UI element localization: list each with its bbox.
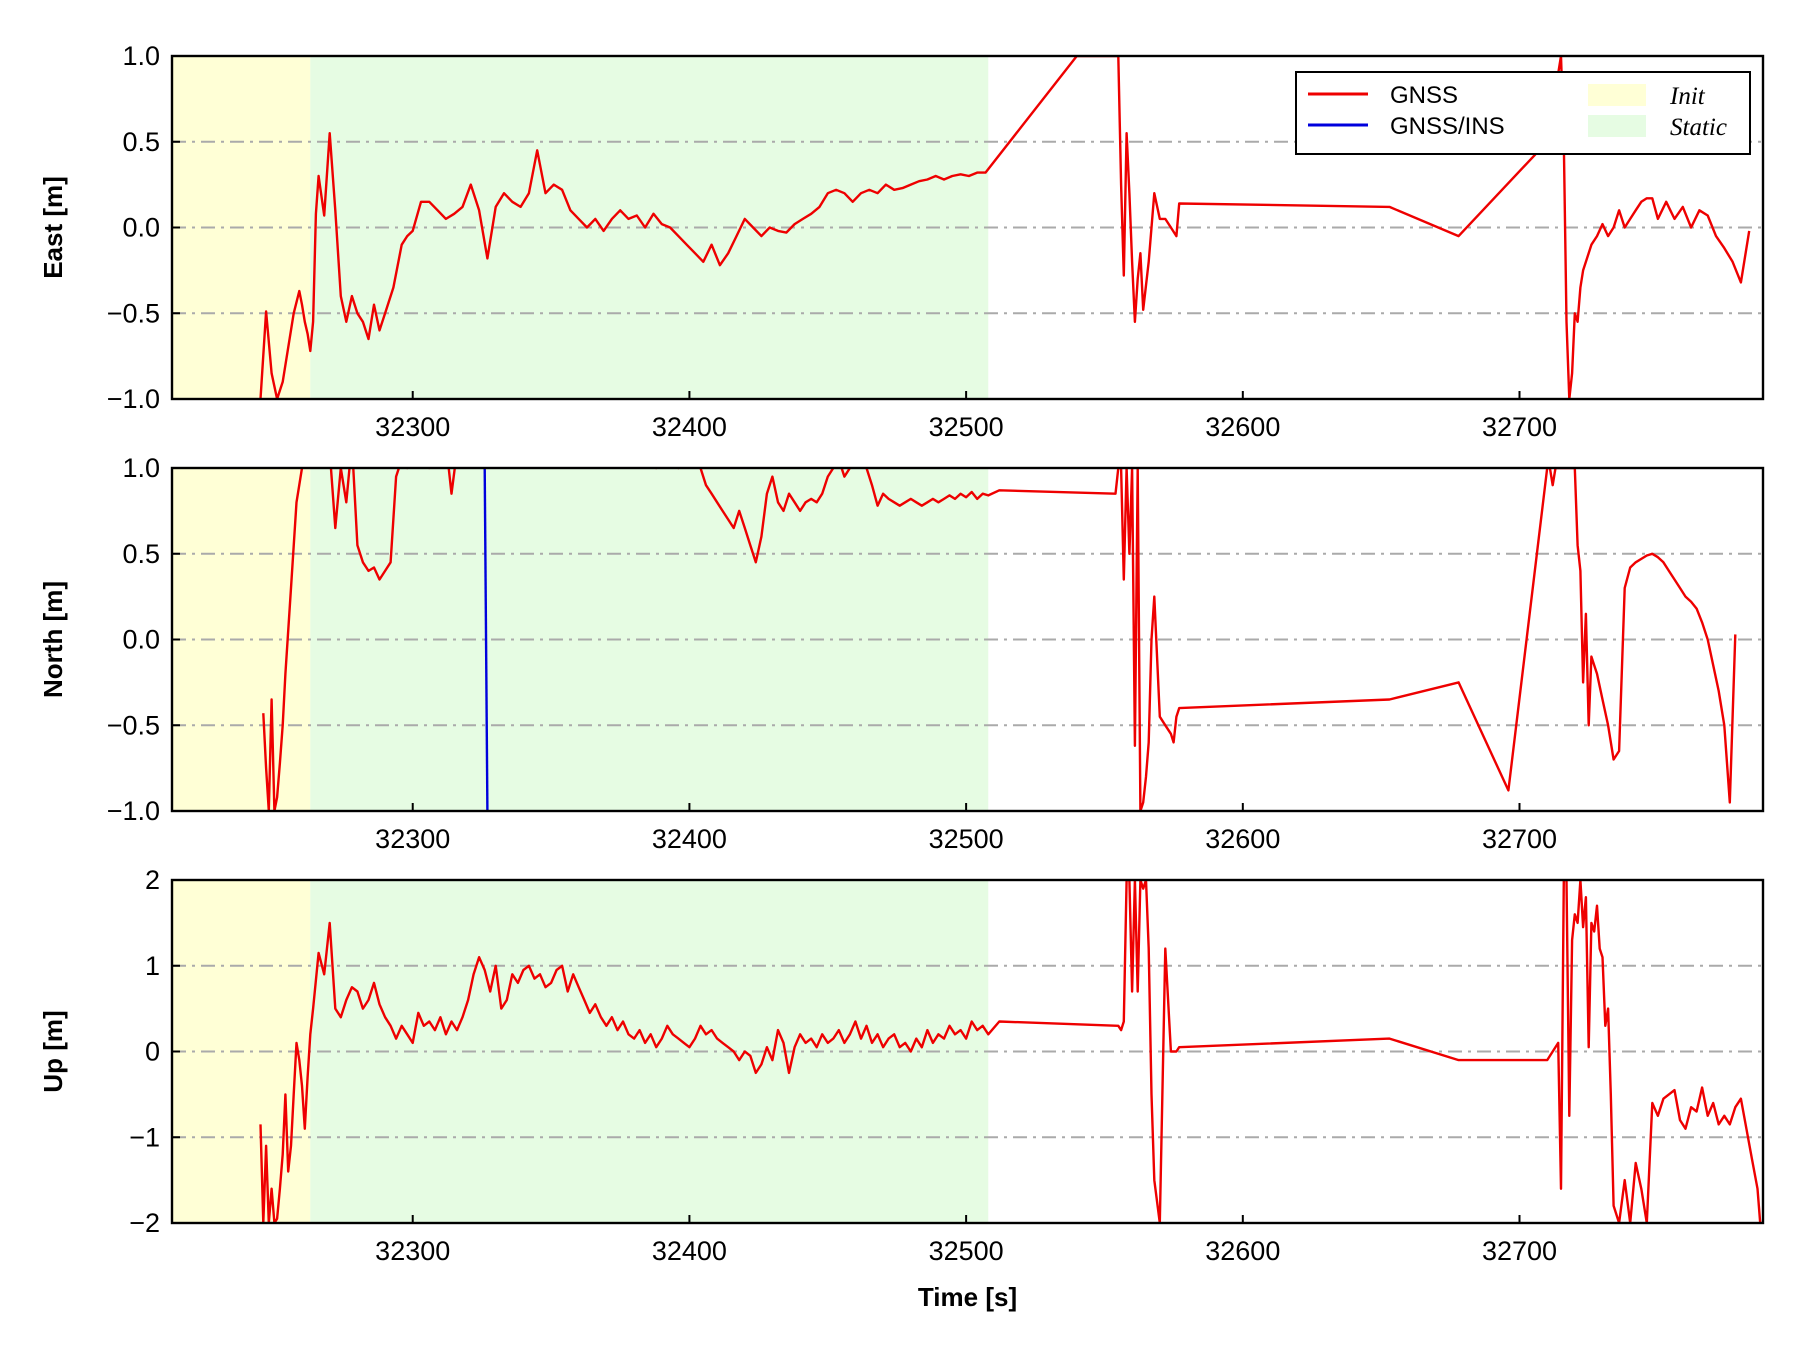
y-tick-label: −1.0 <box>107 384 160 414</box>
x-tick-label: 32400 <box>652 1236 727 1266</box>
legend-box <box>1295 71 1751 155</box>
y-tick-label: 0.0 <box>122 213 160 243</box>
x-tick-label: 32500 <box>929 412 1004 442</box>
y-axis-label: East [m] <box>38 176 68 279</box>
x-tick-label: 32600 <box>1205 824 1280 854</box>
y-tick-label: −0.5 <box>107 298 160 328</box>
x-tick-label: 32600 <box>1205 1236 1280 1266</box>
legend-gnss-ins-label: GNSS/INS <box>1390 113 1505 140</box>
y-tick-label: 1.0 <box>122 453 160 483</box>
x-tick-label: 32300 <box>375 1236 450 1266</box>
legend-init-swatch <box>1588 84 1646 106</box>
legend-static-label: Static <box>1670 114 1727 141</box>
y-tick-label: 2 <box>145 865 160 895</box>
panel-0: 1.0 0.5 0.0 −0.5 −1.0 32300 32400 32500 32600 327… <box>38 41 1765 442</box>
y-tick-label: −1 <box>129 1122 160 1152</box>
y-tick-label: −2 <box>129 1208 160 1238</box>
y-tick-label: 1 <box>145 951 160 981</box>
x-tick-label: 32500 <box>929 824 1004 854</box>
series-gnss-line <box>259 880 1762 1223</box>
y-tick-label: −1.0 <box>107 796 160 826</box>
series-gnss-line <box>259 56 1751 399</box>
legend-gnss-label: GNSS <box>1390 82 1458 109</box>
y-tick-label: 0.5 <box>122 127 160 157</box>
series-gnss-ins-line <box>483 468 489 811</box>
panel-1: 1.0 0.5 0.0 −0.5 −1.0 32300 32400 32500 32600 327… <box>38 453 1765 854</box>
x-tick-label: 32300 <box>375 412 450 442</box>
legend-init-label: Init <box>1669 83 1706 110</box>
x-tick-label: 32700 <box>1482 1236 1557 1266</box>
y-tick-label: 0 <box>145 1037 160 1067</box>
y-tick-label: 1.0 <box>122 41 160 71</box>
x-tick-label: 32400 <box>652 412 727 442</box>
x-tick-label: 32700 <box>1482 412 1557 442</box>
y-tick-label: 0.0 <box>122 625 160 655</box>
series-gnss-line <box>262 468 1737 811</box>
x-tick-label: 32300 <box>375 824 450 854</box>
legend-static-swatch <box>1588 115 1646 137</box>
y-tick-label: 0.5 <box>122 539 160 569</box>
y-axis-label: North [m] <box>38 581 68 698</box>
x-tick-label: 32700 <box>1482 824 1557 854</box>
panel-2: 2 1 0 −1 −2 32300 32400 32500 32600 32700 Up [m] <box>38 865 1765 1266</box>
panels: 1.0 0.5 0.0 −0.5 −1.0 32300 32400 32500 32600 327… <box>38 41 1765 1266</box>
legend: GNSS GNSS/INS Init Static <box>1295 71 1751 155</box>
x-tick-label: 32600 <box>1205 412 1280 442</box>
y-tick-label: −0.5 <box>107 710 160 740</box>
y-axis-label: Up [m] <box>38 1010 68 1092</box>
x-tick-label: 32500 <box>929 1236 1004 1266</box>
x-axis-label: Time [s] <box>918 1282 1017 1312</box>
x-tick-label: 32400 <box>652 824 727 854</box>
